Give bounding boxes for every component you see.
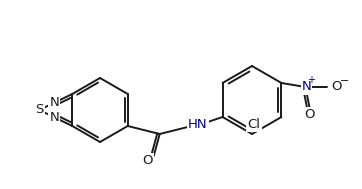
Text: O: O xyxy=(143,154,153,167)
Text: O: O xyxy=(331,81,342,94)
Text: HN: HN xyxy=(188,118,207,130)
Text: Cl: Cl xyxy=(248,118,261,130)
Text: N: N xyxy=(302,81,311,94)
Text: S: S xyxy=(35,104,43,116)
Text: +: + xyxy=(307,75,315,85)
Text: −: − xyxy=(340,76,349,86)
Text: N: N xyxy=(49,96,59,109)
Text: N: N xyxy=(49,111,59,124)
Text: O: O xyxy=(304,108,315,122)
